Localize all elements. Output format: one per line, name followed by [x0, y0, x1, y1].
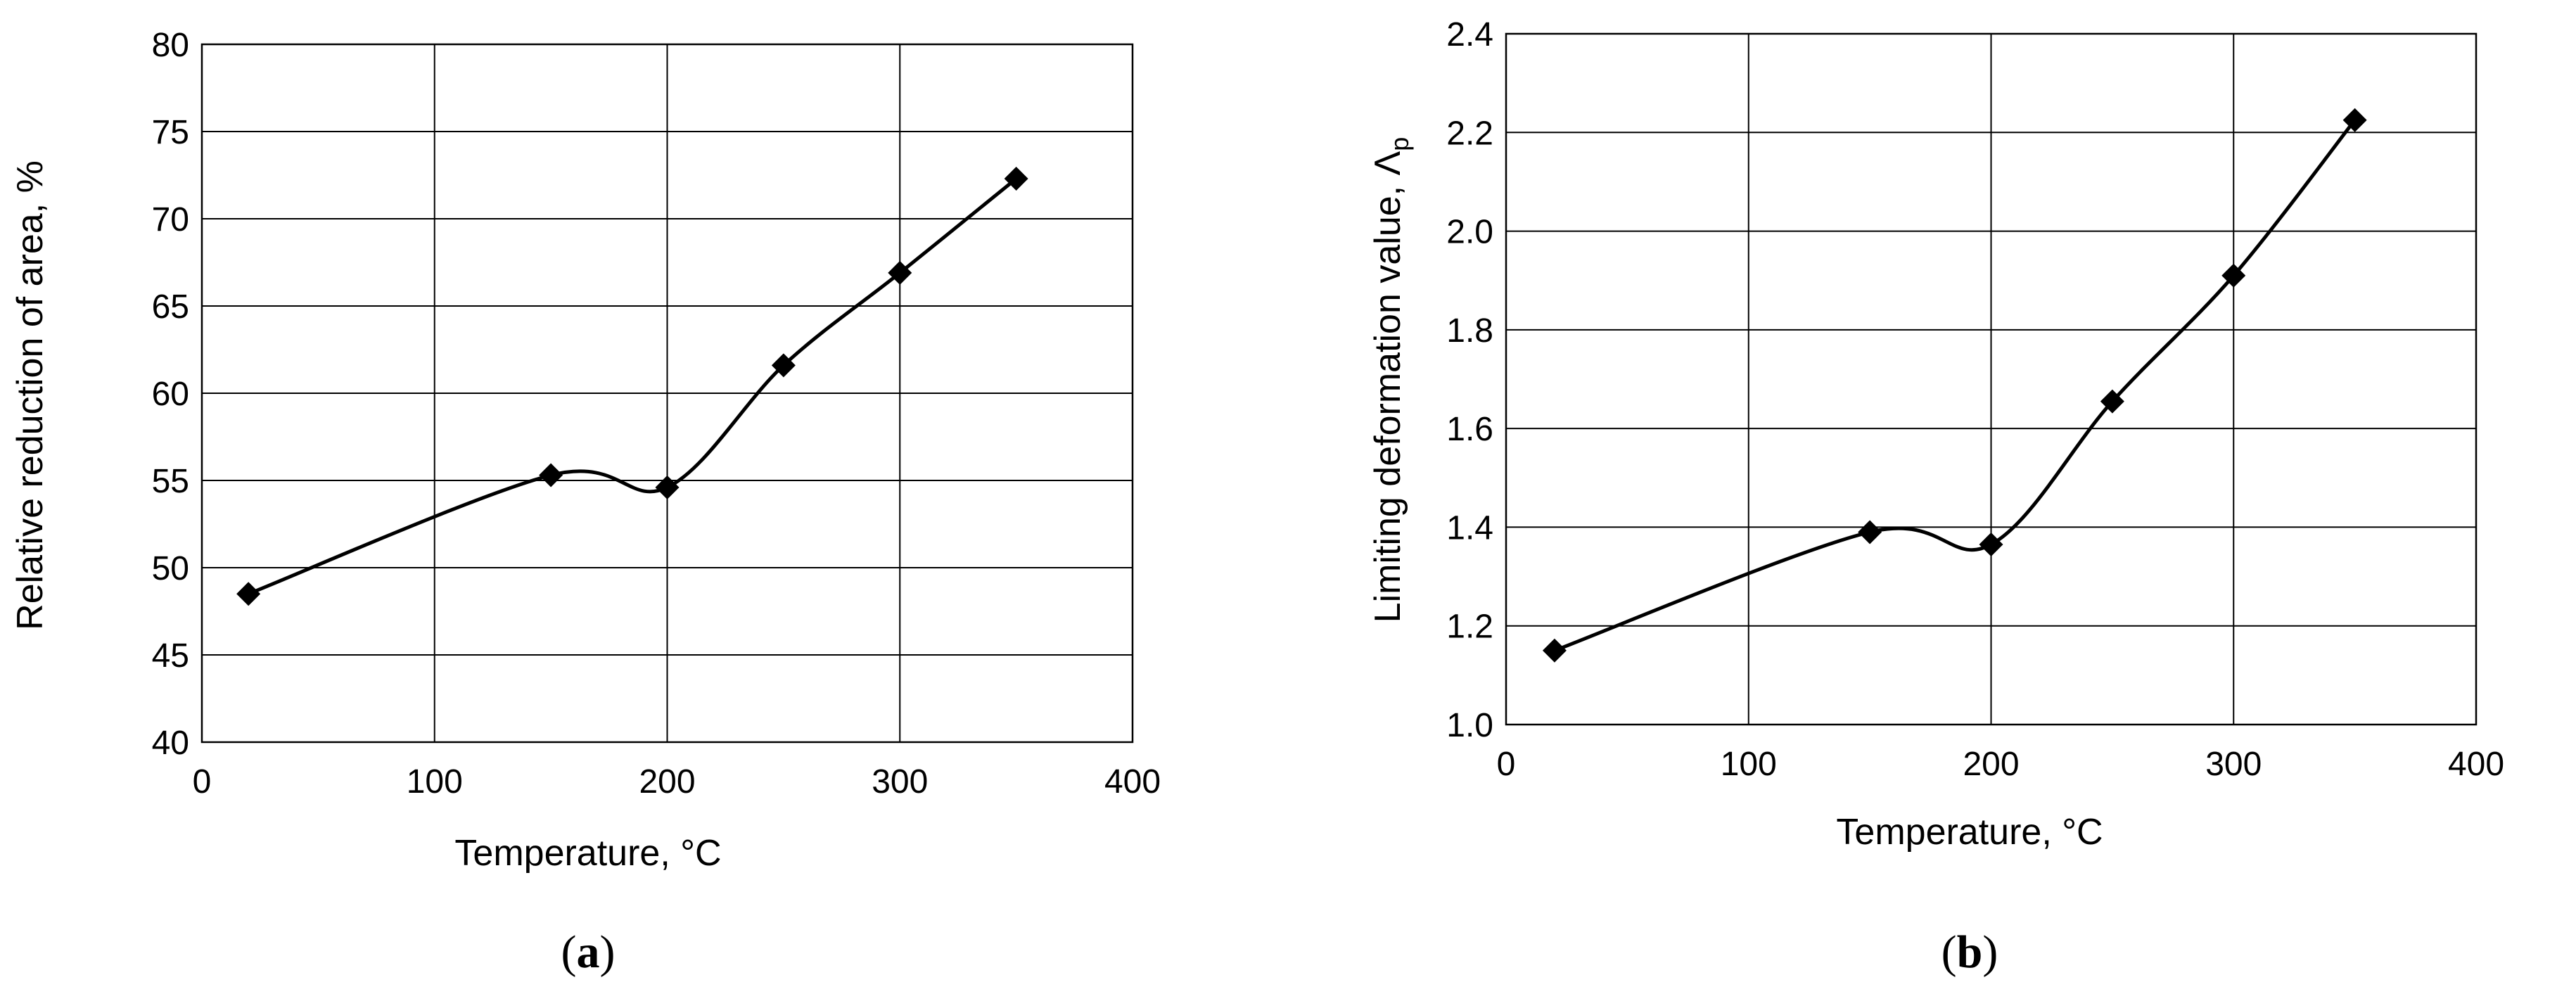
- series-line: [1552, 118, 2357, 653]
- panel-label-letter: b: [1957, 926, 1983, 978]
- panel-label-letter: a: [577, 926, 600, 978]
- plot-frame: [200, 43, 1134, 744]
- x-tick-label: 0: [1497, 746, 1516, 783]
- y-tick-label: 2.2: [1446, 115, 1493, 152]
- panel-label: (a): [561, 926, 616, 978]
- y-tick-label: 65: [152, 288, 189, 326]
- data-point-marker: [655, 475, 680, 499]
- y-tick-label: 1.0: [1446, 707, 1493, 744]
- series-line: [246, 177, 1019, 596]
- x-tick-label: 200: [639, 763, 695, 801]
- x-axis-title: Temperature, °C: [454, 833, 721, 874]
- y-tick-label: 2.0: [1446, 214, 1493, 251]
- data-point-marker: [2221, 263, 2246, 288]
- data-point-marker: [771, 353, 796, 378]
- data-point-marker: [539, 463, 563, 487]
- data-point-marker: [236, 582, 261, 606]
- y-tick-label: 1.2: [1446, 608, 1493, 646]
- data-point-marker: [2342, 108, 2367, 132]
- y-tick-label: 50: [152, 550, 189, 587]
- plot-frame: [1505, 32, 2478, 726]
- data-point-marker: [1979, 532, 2003, 556]
- y-tick-label: 80: [152, 27, 189, 64]
- data-point-marker: [1004, 166, 1028, 191]
- x-tick-label: 400: [2448, 746, 2504, 783]
- x-axis-title: Temperature, °C: [1836, 812, 2103, 853]
- y-tick-label: 45: [152, 637, 189, 675]
- x-tick-label: 200: [1963, 746, 2019, 783]
- x-tick-label: 300: [2205, 746, 2262, 783]
- panel-label: (b): [1941, 926, 1998, 978]
- chart-panel-b: 0 100 200 300 400 1.0 1.2 1.4 1.6 1.8 2.0 2.2 2.4 Tem…: [1367, 16, 2504, 978]
- y-tick-label: 60: [152, 376, 189, 413]
- y-tick-label: 55: [152, 463, 189, 500]
- y-axis-title: Relative reduction of area, %: [10, 160, 51, 630]
- x-tick-label: 400: [1104, 763, 1161, 801]
- y-tick-label: 1.4: [1446, 509, 1493, 547]
- y-tick-label: 40: [152, 725, 189, 762]
- x-tick-label: 100: [407, 763, 463, 801]
- data-point-marker: [888, 260, 912, 285]
- y-tick-label: 1.8: [1446, 312, 1493, 350]
- x-tick-label: 0: [193, 763, 212, 801]
- data-point-marker: [2100, 389, 2124, 414]
- y-tick-label: 70: [152, 201, 189, 238]
- x-tick-label: 100: [1721, 746, 1777, 783]
- y-axis-title-subscript: p: [1385, 137, 1414, 151]
- y-tick-label: 2.4: [1446, 16, 1493, 53]
- data-point-marker: [1858, 520, 1882, 544]
- chart-panel-a: 0 100 200 300 400 40 45 50 55 60 65 70 75 80 Temperatu…: [10, 27, 1161, 978]
- y-tick-label: 1.6: [1446, 411, 1493, 448]
- data-point-marker: [1542, 638, 1567, 663]
- y-axis-title: Limiting deformation value, Λp: [1367, 137, 1414, 623]
- y-tick-label: 75: [152, 114, 189, 151]
- x-tick-label: 300: [872, 763, 928, 801]
